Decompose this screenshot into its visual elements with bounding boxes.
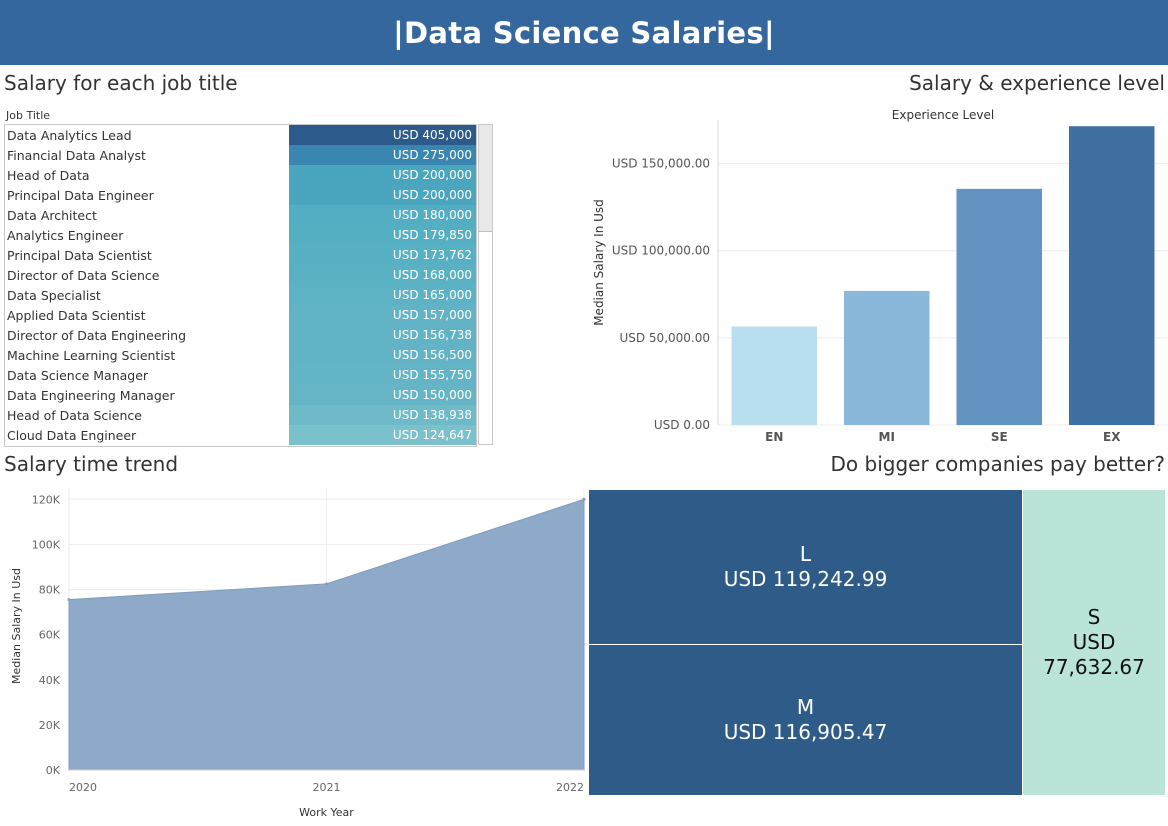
- table-row[interactable]: Applied Data Scientist USD 157,000: [5, 305, 476, 325]
- table-row[interactable]: Head of Data USD 200,000: [5, 165, 476, 185]
- job-title-label: Applied Data Scientist: [7, 308, 146, 323]
- y-tick-label: 60K: [39, 629, 61, 642]
- salary-cell: USD 124,647: [289, 425, 476, 445]
- job-title-table: Data Analytics Lead USD 405,000 Financial …: [4, 124, 477, 447]
- job-title-label: Data Engineering Manager: [7, 388, 175, 403]
- bar-chart-title: Experience Level: [892, 108, 994, 122]
- salary-cell: USD 405,000: [289, 125, 476, 145]
- table-row[interactable]: Data Specialist USD 165,000: [5, 285, 476, 305]
- treemap-label-medium: M: [796, 695, 815, 719]
- area-data-point[interactable]: [67, 598, 71, 602]
- area-data-point[interactable]: [325, 582, 328, 586]
- salary-cell: USD 155,750: [289, 365, 476, 385]
- treemap-cell-medium[interactable]: M USD 116,905.47: [589, 645, 1022, 795]
- job-title-label: Head of Data Science: [7, 408, 142, 423]
- job-title-label: Analytics Engineer: [7, 228, 124, 243]
- table-row[interactable]: Principal Data Engineer USD 200,000: [5, 185, 476, 205]
- treemap-label-large: L: [799, 542, 812, 566]
- bar-y-axis-label: Median Salary In Usd: [592, 199, 606, 326]
- y-tick-label: 40K: [39, 674, 61, 687]
- table-row[interactable]: Principal Data Scientist USD 173,762: [5, 245, 476, 265]
- treemap-value-medium: USD 116,905.47: [723, 720, 888, 744]
- treemap-value-large: USD 119,242.99: [723, 567, 888, 591]
- salary-cell: USD 180,000: [289, 205, 476, 225]
- salary-cell: USD 168,000: [289, 265, 476, 285]
- job-title-label: Cloud Data Engineer: [7, 428, 137, 443]
- salary-cell: USD 157,000: [289, 305, 476, 325]
- salary-cell: USD 179,850: [289, 225, 476, 245]
- y-tick-label: 120K: [32, 493, 61, 506]
- x-category-label: MI: [879, 430, 895, 444]
- y-tick-label: 0K: [46, 764, 61, 777]
- time-trend-area-chart: 0K 20K 40K 60K 80K 100K 120K 2020 2021 2022 Work Y…: [10, 488, 586, 819]
- treemap-label-small: S: [1087, 605, 1101, 629]
- bar-en[interactable]: [731, 326, 818, 425]
- x-category-label: SE: [991, 430, 1008, 444]
- job-title-label: Head of Data: [7, 168, 90, 183]
- y-tick-label: 100K: [32, 538, 61, 551]
- salary-cell: USD 200,000: [289, 185, 476, 205]
- job-title-label: Principal Data Engineer: [7, 188, 154, 203]
- bar-se[interactable]: [956, 188, 1043, 425]
- table-row[interactable]: Director of Data Engineering USD 156,738: [5, 325, 476, 345]
- treemap-value-small-amount: 77,632.67: [1043, 655, 1145, 679]
- table-row[interactable]: Data Science Manager USD 155,750: [5, 365, 476, 385]
- job-title-label: Data Specialist: [7, 288, 101, 303]
- table-row[interactable]: Data Architect USD 180,000: [5, 205, 476, 225]
- x-category-label: EN: [765, 430, 783, 444]
- table-row[interactable]: Data Analytics Lead USD 405,000: [5, 125, 476, 145]
- salary-cell: USD 165,000: [289, 285, 476, 305]
- dashboard-title: |Data Science Salaries|: [393, 15, 775, 50]
- y-tick-label: USD 50,000.00: [619, 331, 710, 345]
- salary-cell: USD 173,762: [289, 245, 476, 265]
- bar-ex[interactable]: [1069, 126, 1155, 425]
- y-tick-label: 80K: [39, 584, 61, 597]
- company-size-section-title: Do bigger companies pay better?: [830, 452, 1165, 476]
- table-row[interactable]: Head of Data Science USD 138,938: [5, 405, 476, 425]
- table-row[interactable]: Cloud Data Engineer USD 124,647: [5, 425, 476, 445]
- treemap-cell-small[interactable]: S USD 77,632.67: [1023, 490, 1165, 795]
- salary-cell: USD 156,500: [289, 345, 476, 365]
- x-tick-label: 2021: [313, 781, 341, 794]
- table-row[interactable]: Data Engineering Manager USD 150,000: [5, 385, 476, 405]
- y-tick-label: 20K: [39, 719, 61, 732]
- salary-cell: USD 150,000: [289, 385, 476, 405]
- area-y-axis-label: Median Salary In Usd: [10, 568, 23, 684]
- salary-cell: USD 200,000: [289, 165, 476, 185]
- table-scrollbar[interactable]: [478, 124, 493, 445]
- treemap-value-small-currency: USD: [1072, 630, 1116, 654]
- treemap-cell-large[interactable]: L USD 119,242.99: [589, 490, 1022, 644]
- job-title-label: Financial Data Analyst: [7, 148, 146, 163]
- table-row[interactable]: Director of Data Science USD 168,000: [5, 265, 476, 285]
- scrollbar-thumb[interactable]: [479, 125, 492, 232]
- job-title-label: Data Analytics Lead: [7, 128, 132, 143]
- salary-cell: USD 156,738: [289, 325, 476, 345]
- x-tick-label: 2020: [69, 781, 97, 794]
- y-tick-label: USD 100,000.00: [612, 244, 710, 258]
- salary-cell: USD 138,938: [289, 405, 476, 425]
- area-x-axis-label: Work Year: [299, 806, 354, 819]
- area-data-point[interactable]: [582, 497, 586, 501]
- table-row[interactable]: Machine Learning Scientist USD 156,500: [5, 345, 476, 365]
- x-tick-label: 2022: [556, 781, 584, 794]
- table-row[interactable]: Financial Data Analyst USD 275,000: [5, 145, 476, 165]
- job-title-label: Director of Data Engineering: [7, 328, 187, 343]
- time-trend-section-title: Salary time trend: [4, 452, 179, 476]
- dashboard-banner: |Data Science Salaries|: [0, 0, 1168, 65]
- job-title-label: Director of Data Science: [7, 268, 160, 283]
- experience-section-title: Salary & experience level: [909, 71, 1165, 95]
- salary-cell: USD 275,000: [289, 145, 476, 165]
- table-row[interactable]: Analytics Engineer USD 179,850: [5, 225, 476, 245]
- job-title-label: Machine Learning Scientist: [7, 348, 176, 363]
- y-tick-label: USD 0.00: [654, 418, 710, 432]
- job-title-column-header: Job Title: [6, 109, 51, 122]
- y-tick-label: USD 150,000.00: [612, 157, 710, 171]
- job-title-section-title: Salary for each job title: [4, 71, 238, 95]
- x-category-label: EX: [1103, 430, 1121, 444]
- bar-mi[interactable]: [844, 290, 930, 425]
- experience-bar-chart: Experience Level USD 0.00 USD 50,000.00 USD…: [592, 108, 1168, 444]
- job-title-label: Principal Data Scientist: [7, 248, 152, 263]
- job-title-label: Data Science Manager: [7, 368, 149, 383]
- job-title-label: Data Architect: [7, 208, 97, 223]
